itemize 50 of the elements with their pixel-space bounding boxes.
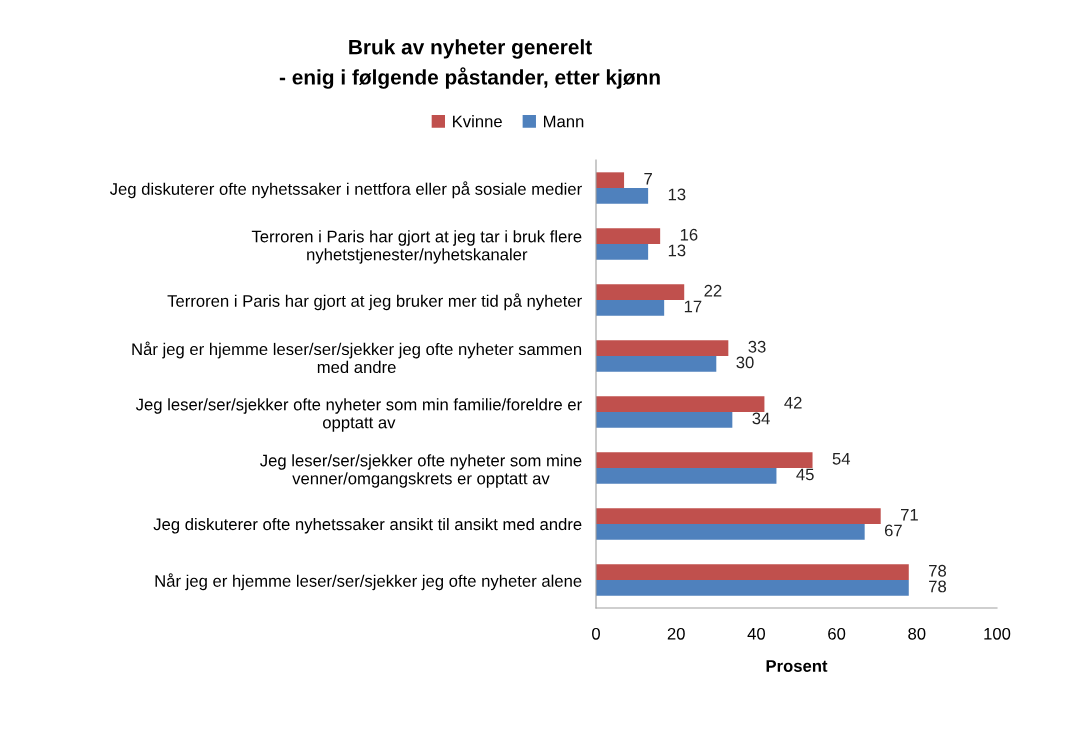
- data-label: 42: [784, 396, 802, 409]
- x-tick-label: 20: [667, 627, 685, 640]
- data-label: 17: [684, 300, 702, 313]
- data-label: 67: [884, 524, 902, 537]
- x-tick-label: 100: [984, 627, 1011, 640]
- x-tick-label: 80: [908, 627, 926, 640]
- data-label: 54: [832, 453, 851, 465]
- bar: [596, 508, 881, 524]
- bar: [596, 412, 733, 428]
- bar: [596, 300, 665, 316]
- bar: [596, 452, 813, 468]
- bar: [596, 228, 661, 244]
- legend-label: Mann: [544, 115, 584, 128]
- data-label: 71: [901, 509, 918, 521]
- bar: [596, 340, 729, 356]
- data-label: 22: [704, 284, 722, 297]
- y-tick-label: Jeg leser/ser/sjekker ofte nyheter som min familie/foreldre er opptatt av: [135, 398, 582, 432]
- data-label: 45: [796, 468, 814, 481]
- chart-title: Bruk av nyheter generelt - enig i følgende påstander, etter kjønn: [279, 39, 660, 89]
- data-label: 7: [644, 173, 652, 185]
- x-axis-title: Prosent: [766, 660, 828, 672]
- y-tick-label: Når jeg er hjemme leser/ser/sjekker jeg ofte nyheter sammen med andre: [132, 341, 582, 374]
- bar: [596, 172, 625, 188]
- data-label: 30: [736, 356, 754, 369]
- data-label: 78: [929, 580, 947, 593]
- x-tick-label: 60: [828, 627, 846, 640]
- legend-label: Kvinne: [453, 115, 502, 128]
- bar: [596, 564, 909, 580]
- bar: [596, 188, 649, 204]
- bar: [596, 284, 685, 300]
- bar: [596, 468, 777, 484]
- data-label: 34: [752, 412, 770, 425]
- data-label: 33: [748, 340, 766, 353]
- data-label: 13: [668, 188, 686, 201]
- y-tick-label: Når jeg er hjemme leser/ser/sjekker jeg ofte nyheter alene: [155, 573, 582, 591]
- bar: [596, 524, 865, 540]
- y-tick-label: Terroren i Paris har gjort at jeg bruker mer tid på nyheter: [167, 293, 582, 311]
- data-label: 78: [929, 564, 947, 577]
- bar: [596, 580, 909, 596]
- bar: [596, 244, 649, 260]
- y-tick-label: Terroren i Paris har gjort at jeg tar i bruk flere nyhetstjenester/nyhetskanaler: [251, 230, 582, 264]
- y-tick-label: Jeg diskuterer ofte nyhetssaker i nettfora eller på sosiale medier: [109, 181, 582, 199]
- data-label: 16: [680, 228, 698, 241]
- x-tick-label: 40: [747, 627, 766, 640]
- bar: [596, 396, 765, 412]
- bar: [596, 356, 717, 372]
- y-tick-label: Jeg leser/ser/sjekker ofte nyheter som mine venner/omgangskrets er opptatt av: [260, 454, 582, 488]
- data-label: 13: [668, 244, 686, 257]
- y-tick-label: Jeg diskuterer ofte nyhetssaker ansikt til ansikt med andre: [153, 517, 582, 534]
- x-tick-label: 0: [592, 627, 600, 640]
